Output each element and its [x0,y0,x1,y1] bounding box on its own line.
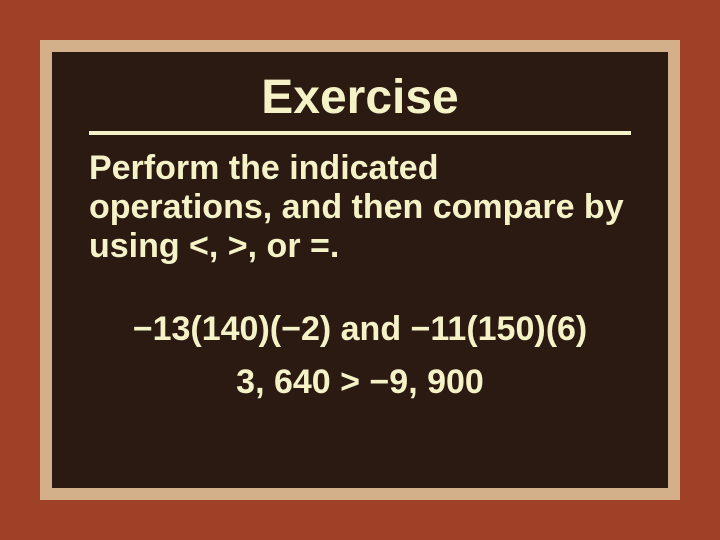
expression-line: −13(140)(−2) and −11(150)(6) [52,310,668,349]
slide-frame: Exercise Perform the indicated operation… [40,40,680,500]
instructions-text: Perform the indicated operations, and th… [89,149,631,266]
title-underline [89,131,631,135]
slide-title: Exercise [52,52,668,131]
answer-line: 3, 640 > −9, 900 [52,363,668,402]
